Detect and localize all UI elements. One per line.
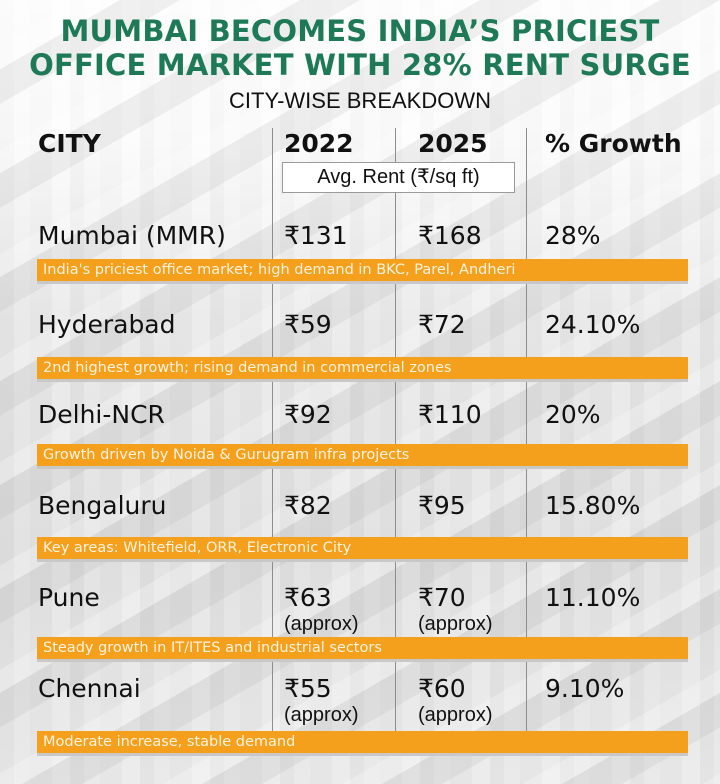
approx-label: (approx) bbox=[418, 613, 493, 635]
city-name: Delhi-NCR bbox=[38, 400, 165, 429]
row-note: Steady growth in IT/ITES and industrial … bbox=[37, 637, 688, 659]
rent-2025: ₹110 bbox=[418, 400, 482, 429]
city-name: Chennai bbox=[38, 674, 141, 703]
column-divider bbox=[395, 128, 396, 740]
header-city: CITY bbox=[38, 129, 101, 158]
rent-2025: ₹60 (approx) bbox=[418, 674, 493, 726]
city-name: Mumbai (MMR) bbox=[38, 221, 226, 250]
row-note: Moderate increase, stable demand bbox=[37, 731, 688, 753]
subtitle: CITY-WISE BREAKDOWN bbox=[229, 88, 491, 113]
header-2022: 2022 bbox=[284, 129, 354, 158]
header-growth: % Growth bbox=[545, 129, 682, 158]
rent-2022: ₹82 bbox=[284, 491, 332, 520]
unit-label: Avg. Rent (₹/sq ft) bbox=[282, 162, 515, 193]
rent-2022: ₹92 bbox=[284, 400, 332, 429]
approx-label: (approx) bbox=[418, 704, 493, 726]
rent-2022: ₹59 bbox=[284, 310, 332, 339]
column-divider bbox=[272, 128, 273, 740]
rent-2025: ₹168 bbox=[418, 221, 482, 250]
rent-2025: ₹70 (approx) bbox=[418, 583, 493, 635]
approx-label: (approx) bbox=[284, 613, 359, 635]
rent-2022: ₹63 (approx) bbox=[284, 583, 359, 635]
headline-line-2: OFFICE MARKET WITH 28% RENT SURGE bbox=[29, 48, 691, 82]
rent-2022: ₹131 bbox=[284, 221, 348, 250]
approx-label: (approx) bbox=[284, 704, 359, 726]
rent-2025: ₹72 bbox=[418, 310, 466, 339]
row-note: 2nd highest growth; rising demand in com… bbox=[37, 357, 688, 379]
rent-2022: ₹55 (approx) bbox=[284, 674, 359, 726]
city-name: Pune bbox=[38, 583, 100, 612]
row-note: India's priciest office market; high dem… bbox=[37, 259, 688, 281]
row-note: Growth driven by Noida & Gurugram infra … bbox=[37, 444, 688, 466]
growth-value: 9.10% bbox=[545, 674, 625, 703]
growth-value: 24.10% bbox=[545, 310, 641, 339]
growth-value: 28% bbox=[545, 221, 601, 250]
growth-value: 11.10% bbox=[545, 583, 641, 612]
row-note: Key areas: Whitefield, ORR, Electronic C… bbox=[37, 537, 688, 559]
city-name: Bengaluru bbox=[38, 491, 167, 520]
header-2025: 2025 bbox=[418, 129, 488, 158]
rent-2025: ₹95 bbox=[418, 491, 466, 520]
column-divider bbox=[526, 128, 527, 740]
city-name: Hyderabad bbox=[38, 310, 176, 339]
growth-value: 15.80% bbox=[545, 491, 641, 520]
growth-value: 20% bbox=[545, 400, 601, 429]
headline-line-1: MUMBAI BECOMES INDIA’S PRICIEST bbox=[60, 14, 660, 48]
